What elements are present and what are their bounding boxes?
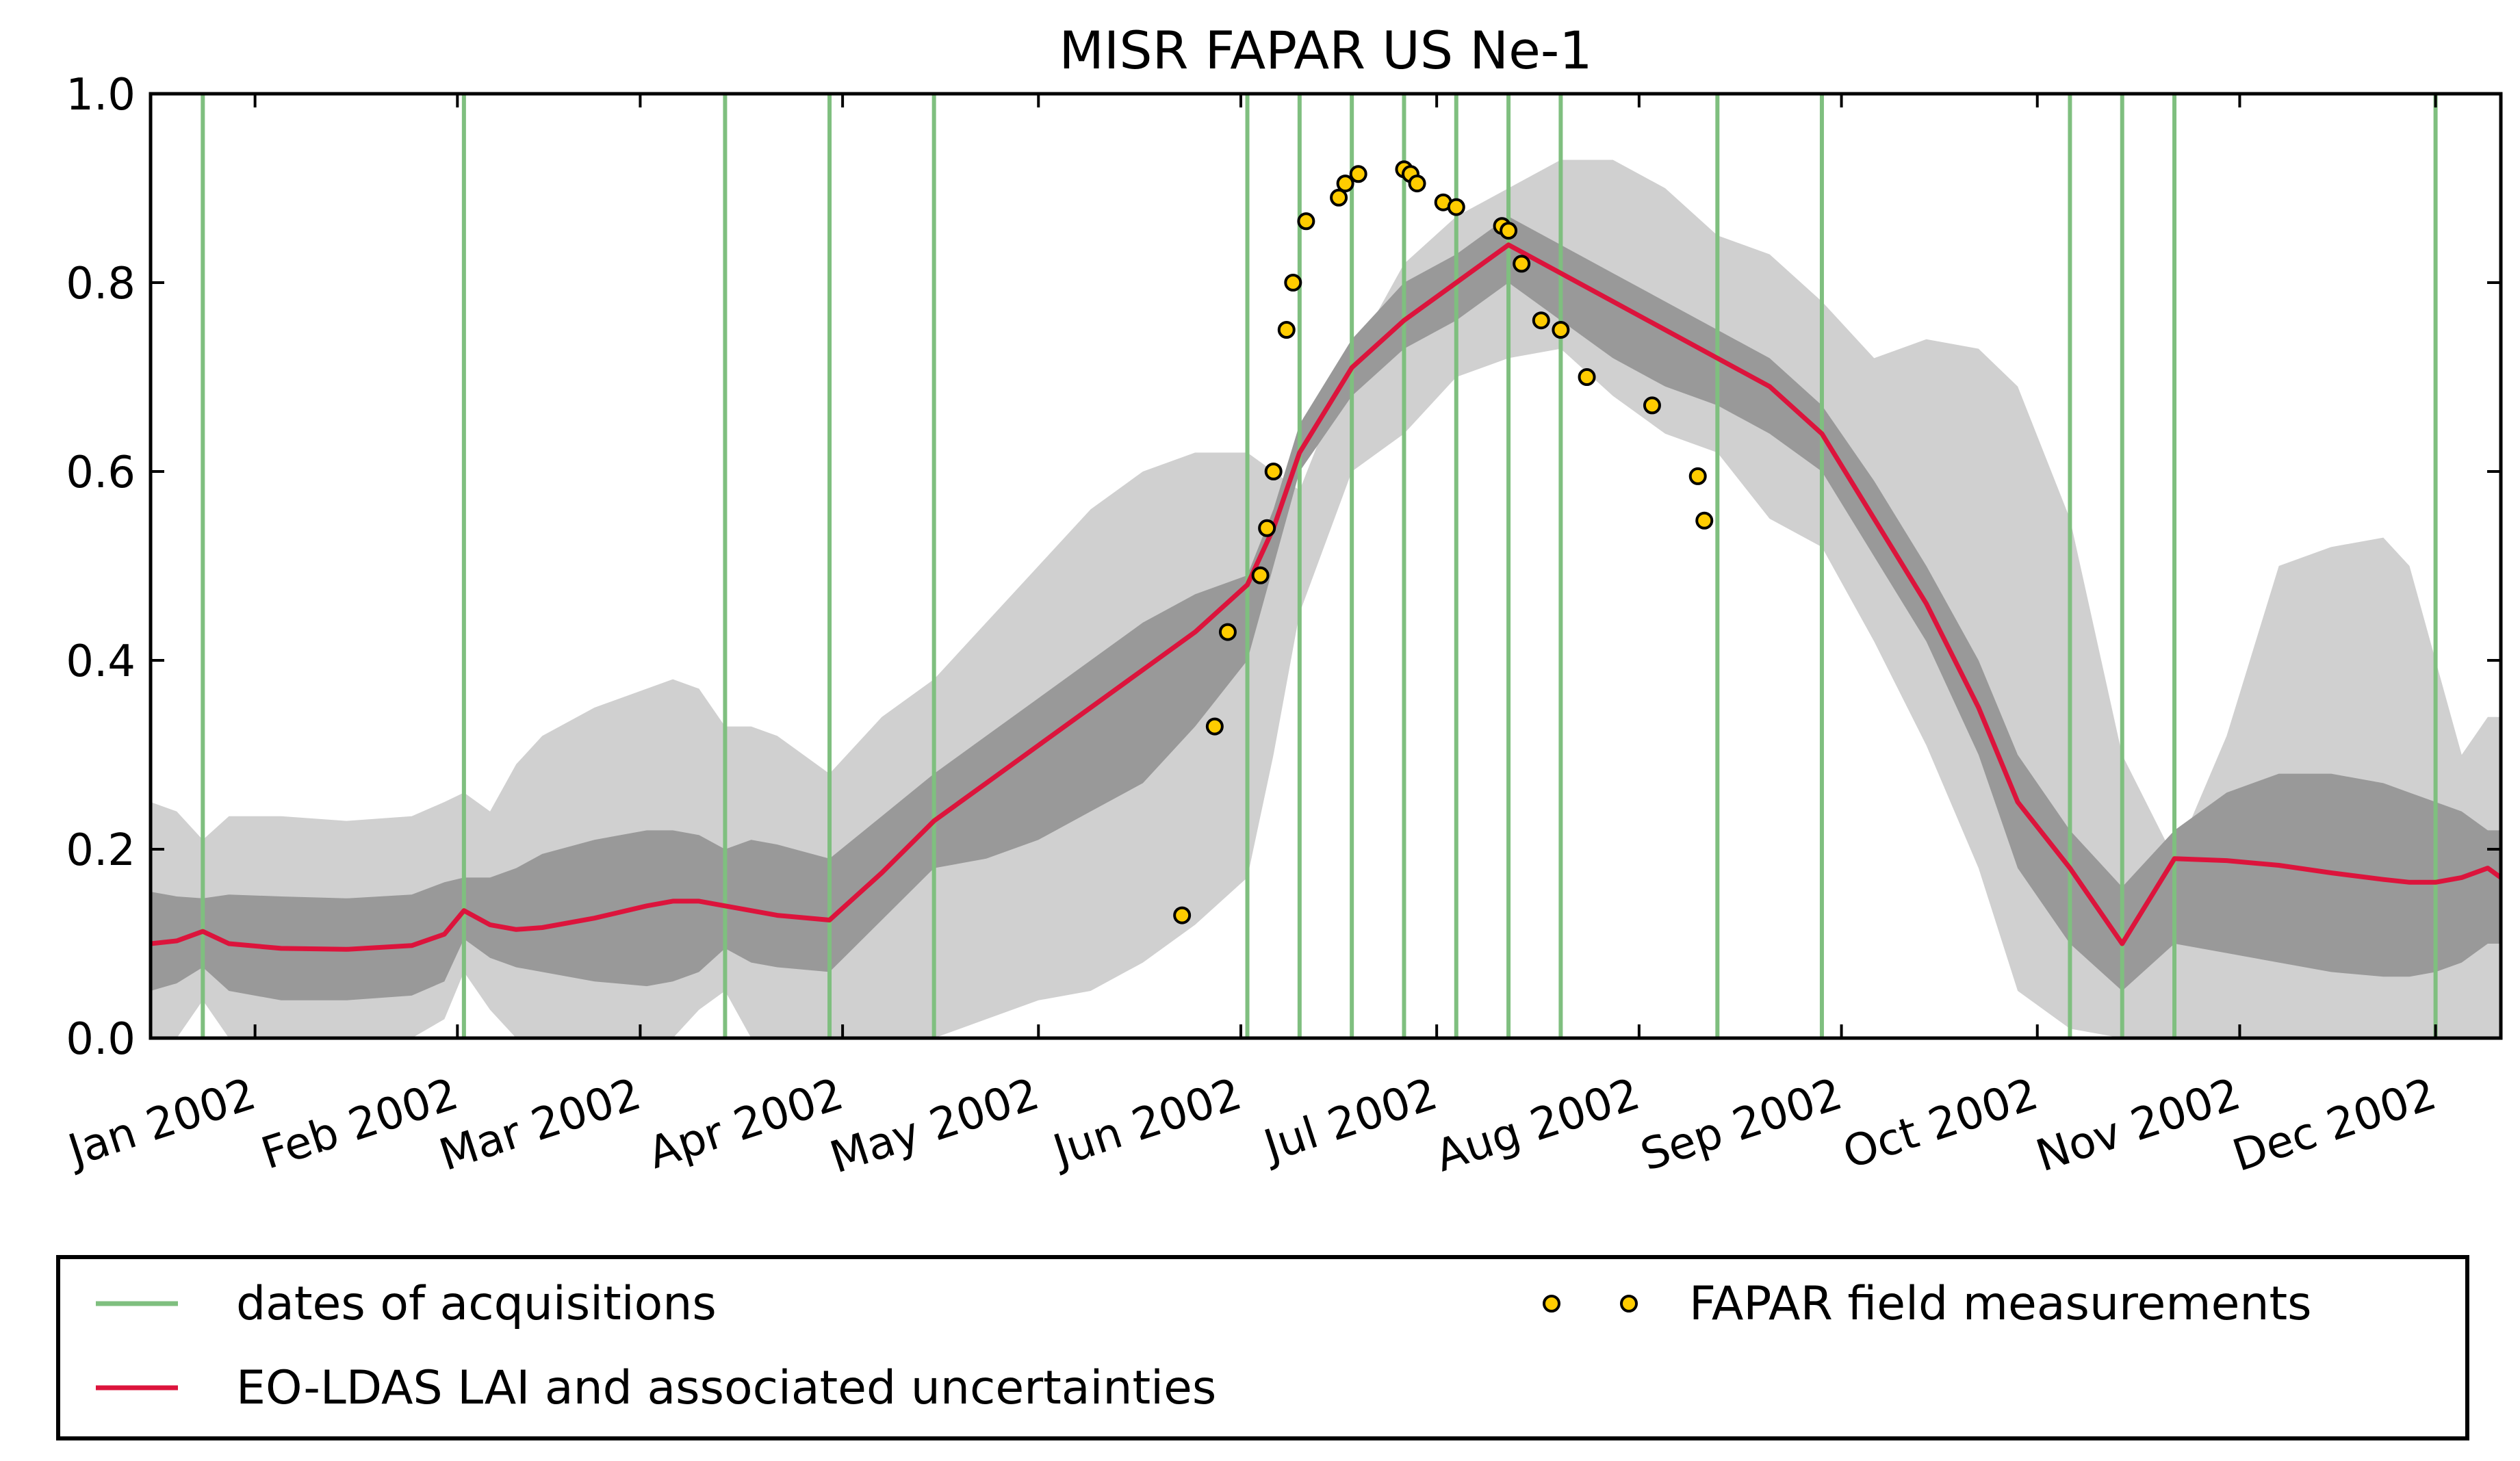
x-tick-label: Mar 2002 xyxy=(433,1069,647,1181)
field-measurement-point xyxy=(1251,566,1270,584)
field-measurement-point xyxy=(1330,188,1348,207)
x-tick-label: Oct 2002 xyxy=(1837,1069,2044,1179)
acquisition-lines xyxy=(201,94,2438,1038)
legend-box xyxy=(56,1255,2469,1440)
inner-uncertainty-band xyxy=(151,216,2501,1000)
field-measurement-point xyxy=(1264,463,1283,480)
legend-field-label: FAPAR field measurements xyxy=(1689,1277,2312,1331)
chart-title: MISR FAPAR US Ne-1 xyxy=(1059,20,1592,81)
field-measurement-points xyxy=(1173,160,1714,925)
x-tick-label: May 2002 xyxy=(824,1069,1045,1184)
x-tick-label: Nov 2002 xyxy=(2030,1069,2246,1182)
legend-field-marker xyxy=(1543,1295,1560,1313)
outer-uncertainty-band xyxy=(151,159,2501,1038)
y-tick-label: 0.0 xyxy=(66,1014,136,1065)
eo-ldas-mean-line xyxy=(151,242,2501,952)
field-measurement-point xyxy=(1447,198,1465,216)
x-tick-label: Dec 2002 xyxy=(2227,1069,2443,1182)
legend-mean-label: EO-LDAS LAI and associated uncertainties xyxy=(236,1361,1216,1415)
field-measurement-point xyxy=(1695,511,1714,530)
field-measurement-point xyxy=(1532,311,1550,330)
plot-frame xyxy=(149,92,2503,1040)
mean-line-group xyxy=(151,242,2501,952)
field-measurement-point xyxy=(1173,906,1192,925)
field-measurement-point xyxy=(1513,255,1531,273)
field-measurement-point xyxy=(1552,321,1570,339)
legend: dates of acquisitions FAPAR field measur… xyxy=(56,1255,2469,1440)
field-measurement-point xyxy=(1643,396,1661,415)
x-tick-label: Apr 2002 xyxy=(643,1069,849,1179)
x-tick-label: Jan 2002 xyxy=(60,1069,262,1178)
field-measurement-point xyxy=(1205,717,1224,736)
y-axis: 0.0 0.2 0.4 0.6 0.8 1.0 xyxy=(66,70,2501,1065)
y-tick-label: 0.8 xyxy=(66,259,136,309)
legend-acquisition-label: dates of acquisitions xyxy=(236,1277,717,1331)
field-measurement-point xyxy=(1349,165,1367,183)
field-measurement-point xyxy=(1500,222,1518,240)
y-tick-label: 0.6 xyxy=(66,448,136,498)
field-measurement-point xyxy=(1297,212,1315,231)
field-measurement-point xyxy=(1336,174,1354,193)
legend-field-marker xyxy=(1620,1295,1638,1313)
field-measurement-point xyxy=(1218,623,1237,641)
x-tick-label: Sep 2002 xyxy=(1635,1069,1849,1181)
x-tick-label: Feb 2002 xyxy=(255,1069,464,1180)
y-tick-label: 0.2 xyxy=(66,825,136,876)
x-tick-label: Jul 2002 xyxy=(1256,1069,1443,1173)
field-measurement-point xyxy=(1277,321,1296,339)
field-measurement-point xyxy=(1688,467,1707,485)
x-tick-label: Jun 2002 xyxy=(1045,1069,1248,1178)
x-tick-label: Aug 2002 xyxy=(1430,1069,1646,1182)
field-measurement-point xyxy=(1408,174,1426,193)
field-measurement-point xyxy=(1578,368,1596,386)
field-measurement-point xyxy=(1284,274,1302,292)
uncertainty-bands xyxy=(151,159,2501,1038)
y-tick-label: 0.4 xyxy=(66,636,136,687)
field-measurement-point xyxy=(1258,519,1276,537)
y-tick-label: 1.0 xyxy=(66,70,136,120)
